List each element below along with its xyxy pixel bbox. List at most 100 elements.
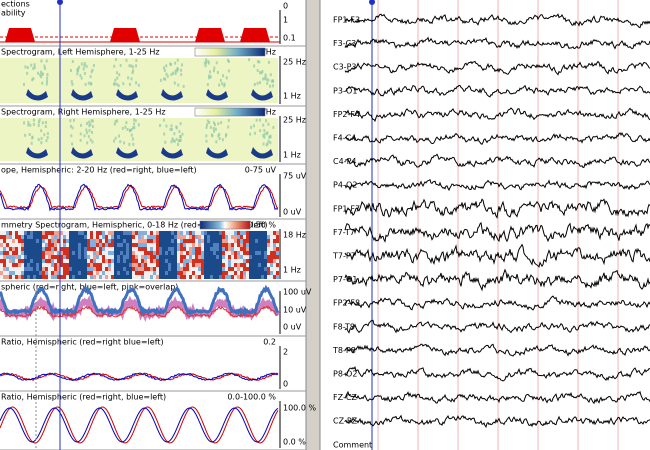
spectrogram-cell xyxy=(267,267,270,271)
spectrogram-cell xyxy=(177,259,180,263)
spectrogram-cell xyxy=(90,243,93,247)
spectrogram-cell xyxy=(183,247,186,251)
spectrogram-cell xyxy=(42,231,45,235)
spectrogram-cell xyxy=(114,58,117,62)
spectrogram-cell xyxy=(60,259,63,263)
spectrogram-cell xyxy=(39,231,42,235)
spectrogram-cell xyxy=(111,239,114,243)
spectrogram-cell xyxy=(72,263,75,267)
spectrogram-cell xyxy=(208,76,211,80)
spectrogram-cell xyxy=(174,275,177,279)
spectrogram-cell xyxy=(267,239,270,243)
spectrogram-cell xyxy=(198,251,201,255)
spectrogram-cell xyxy=(204,271,207,275)
spectrogram-cell xyxy=(198,243,201,247)
spectrogram-cell xyxy=(207,235,210,239)
splitter[interactable] xyxy=(306,0,320,450)
spectrogram-cell xyxy=(177,267,180,271)
spectrogram-cell xyxy=(261,267,264,271)
spectrogram-cell xyxy=(177,247,180,251)
spectrogram-cell xyxy=(261,263,264,267)
spectrogram-cell xyxy=(246,243,249,247)
spectrogram-cell xyxy=(81,267,84,271)
spectrogram-cell xyxy=(246,251,249,255)
spectrogram-cell xyxy=(210,255,213,259)
spectrogram-cell xyxy=(132,267,135,271)
spectrogram-cell xyxy=(138,271,141,275)
spectrogram-cell xyxy=(150,239,153,243)
spectrogram-cell xyxy=(168,235,171,239)
spectrogram-cell xyxy=(252,247,255,251)
spectrogram-cell xyxy=(259,129,262,133)
spectrogram-cell xyxy=(228,259,231,263)
spectrogram-cell xyxy=(261,275,264,279)
spectrogram-cell xyxy=(186,255,189,259)
spectrogram-cell xyxy=(269,73,272,77)
spectrogram-cell xyxy=(105,259,108,263)
spectrogram-cell xyxy=(79,138,82,142)
spectrogram-cell xyxy=(209,75,212,79)
spectrogram-cell xyxy=(33,239,36,243)
spectrogram-cell xyxy=(240,231,243,235)
spectrogram-cell xyxy=(150,263,153,267)
spectrogram-cell xyxy=(273,247,276,251)
spectrogram-cell xyxy=(86,141,89,145)
spectrogram-cell xyxy=(118,134,121,138)
trace xyxy=(0,295,281,322)
axis-label: 25 Hz xyxy=(283,58,306,67)
spectrogram-cell xyxy=(135,235,138,239)
spectrogram-cell xyxy=(3,263,6,267)
spectrogram-cell xyxy=(169,62,172,66)
spectrogram-cell xyxy=(60,271,63,275)
spectrogram-cell xyxy=(227,69,230,73)
spectrogram-cell xyxy=(189,243,192,247)
spectrogram-cell xyxy=(170,140,173,144)
spectrogram-cell xyxy=(99,275,102,279)
spectrogram-cell xyxy=(126,255,129,259)
spectrogram-cell xyxy=(54,235,57,239)
spectrogram-cell xyxy=(9,251,12,255)
spectrogram-cell xyxy=(120,267,123,271)
spectrogram-cell xyxy=(0,231,3,235)
spectrogram-cell xyxy=(3,259,6,263)
spectrogram-cell xyxy=(171,243,174,247)
spectrogram-cell xyxy=(120,243,123,247)
spectrogram-cell xyxy=(54,243,57,247)
spectrogram-cell xyxy=(227,125,230,129)
spectrogram-cell xyxy=(69,267,72,271)
spectrogram-cell xyxy=(169,127,172,131)
spectrogram-cell xyxy=(147,243,150,247)
spectrogram-cell xyxy=(237,243,240,247)
spectrogram-cell xyxy=(195,267,198,271)
spectrogram-cell xyxy=(246,259,249,263)
spectrogram-cell xyxy=(165,275,168,279)
spectrogram-cell xyxy=(57,267,60,271)
spectrogram-cell xyxy=(81,271,84,275)
spectrogram-cell xyxy=(180,259,183,263)
spectrogram-cell xyxy=(174,72,177,76)
spectrogram-cell xyxy=(225,259,228,263)
trace xyxy=(0,407,279,443)
spectrogram-cell xyxy=(177,143,180,147)
spectrogram-cell xyxy=(93,235,96,239)
spectrogram-cell xyxy=(270,79,273,83)
spectrogram-cell xyxy=(138,275,141,279)
spectrogram-cell xyxy=(48,235,51,239)
axis-label: 10 uV xyxy=(283,306,307,315)
spectrogram-cell xyxy=(84,263,87,267)
spectrogram-cell xyxy=(273,275,276,279)
spectrogram-cell xyxy=(137,123,140,127)
spectrogram-cell xyxy=(177,263,180,267)
spectrogram-cell xyxy=(60,251,63,255)
spectrogram-cell xyxy=(189,275,192,279)
spectrogram-cell xyxy=(209,70,212,74)
spectrogram-cell xyxy=(138,267,141,271)
spectrogram-cell xyxy=(273,231,276,235)
spectrogram-cell xyxy=(12,231,15,235)
spectrogram-cell xyxy=(51,267,54,271)
spectrogram-cell xyxy=(183,231,186,235)
spectrogram-cell xyxy=(141,271,144,275)
spectrogram-cell xyxy=(113,82,116,86)
spectrogram-cell xyxy=(123,235,126,239)
spectrogram-cell xyxy=(165,247,168,251)
